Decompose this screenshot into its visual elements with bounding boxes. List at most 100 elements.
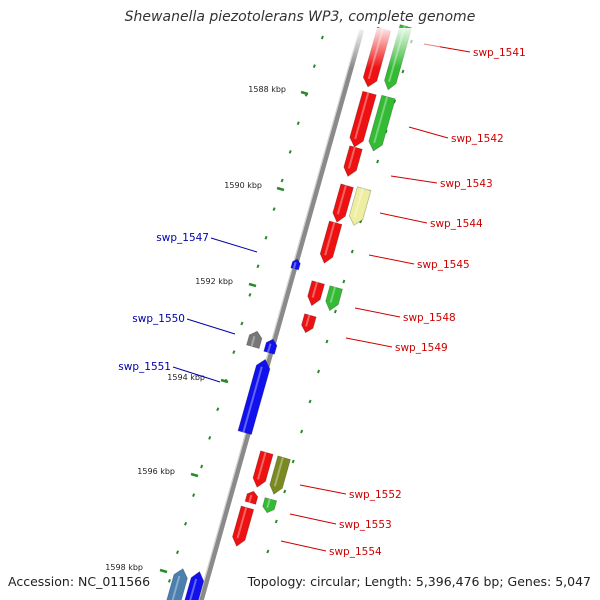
feature-red-shine: [324, 222, 336, 256]
feature-red: [307, 280, 325, 307]
feature-red: [301, 313, 317, 334]
feature-yellow: [348, 186, 372, 226]
genome-summary: Topology: circular; Length: 5,396,476 bp…: [247, 574, 591, 589]
forward-label-line: [390, 175, 438, 184]
feature-red: [252, 450, 274, 488]
feature-blue-shine: [267, 343, 272, 353]
right-scale-dot: [266, 549, 270, 554]
gene-labels: swp_1541 swp_1542 swp_1543 swp_1544 swp_1545…: [118, 47, 525, 558]
feature-red: [349, 90, 377, 148]
left-scale-dot: [288, 150, 292, 154]
map-title: Shewanella piezotolerans WP3, complete g…: [124, 9, 476, 25]
accession-text: Accession: NC_011566: [8, 574, 151, 589]
right-scale-dot: [333, 309, 337, 314]
feature-blue: [237, 358, 271, 435]
right-scale-dot: [325, 339, 329, 344]
feature-green: [262, 497, 278, 514]
feature-red-shine: [311, 281, 318, 298]
reverse-gene-label: swp_1547: [156, 232, 209, 244]
scale-label: 1598 kbp: [105, 563, 143, 572]
feature-blue: [184, 570, 205, 600]
forward-gene-label: swp_1543: [440, 178, 493, 190]
feature-olive-shine: [273, 457, 284, 487]
feature-red-shine: [305, 314, 311, 327]
feature-green-shine: [373, 96, 389, 144]
left-scale-dot: [167, 579, 171, 583]
left-scale-dot: [320, 35, 324, 40]
left-scale-dot: [312, 64, 316, 68]
forward-gene-label: swp_1545: [417, 259, 470, 271]
left-scale-dot: [192, 493, 196, 497]
forward-gene-label: swp_1552: [349, 489, 402, 501]
left-scale-dot: [248, 293, 252, 297]
reverse-gene-label: swp_1551: [118, 361, 171, 373]
feature-steelblue: [166, 568, 188, 600]
feature-red: [232, 505, 255, 547]
forward-label-line: [379, 212, 428, 224]
major-tick: [190, 472, 199, 478]
right-scale-dot: [350, 249, 354, 254]
feature-green-shine: [329, 286, 336, 303]
scale-label: 1596 kbp: [137, 467, 175, 476]
feature-gray-shine: [250, 336, 256, 347]
left-scale-dot: [175, 550, 180, 555]
major-tick: [248, 282, 257, 288]
left-scale-dot: [200, 464, 204, 469]
feature-blue-shine: [292, 262, 297, 269]
feature-olive: [269, 455, 291, 495]
left-scale-dot: [240, 321, 244, 326]
major-tick: [276, 186, 285, 192]
left-scale-dot: [272, 207, 276, 211]
feature-red-shine: [236, 507, 248, 539]
left-scale-dot: [184, 521, 188, 526]
right-scale-dot: [308, 399, 312, 404]
feature-gray: [246, 330, 263, 349]
backbone-line: [199, 29, 365, 600]
right-scale-dot: [342, 279, 346, 284]
left-scale-dot: [256, 264, 260, 269]
forward-gene-label: swp_1548: [403, 312, 456, 324]
feature-red-shine: [257, 452, 267, 480]
feature-red-shine: [347, 146, 356, 169]
label-lines: [172, 43, 471, 552]
feature-red-shine: [248, 494, 253, 503]
left-scale-dot: [296, 121, 300, 126]
forward-gene-label: swp_1554: [329, 546, 382, 558]
left-scale-dot: [216, 407, 220, 412]
reverse-label-line: [210, 237, 258, 253]
forward-label-line: [280, 540, 327, 552]
feature-red-shine: [354, 92, 370, 140]
scale-label: 1588 kbp: [248, 85, 286, 94]
forward-label-line: [408, 126, 449, 139]
reverse-label-line: [172, 366, 221, 383]
major-tick: [159, 568, 168, 574]
left-scale-dot: [264, 235, 268, 240]
genome-backbone: [198, 29, 365, 600]
backbone-highlight: [198, 29, 360, 600]
scale-ticks: 1588 kbp 1590 kbp 1592 kbp 1594 kbp 1596 kbp…: [105, 35, 413, 583]
left-scale-dot: [280, 178, 284, 183]
left-scale-dot: [208, 436, 212, 440]
major-tick: [300, 90, 309, 96]
feature-green: [368, 94, 396, 152]
forward-gene-label: swp_1549: [395, 342, 448, 354]
right-scale-dot: [283, 489, 287, 494]
feature-blue: [263, 338, 278, 355]
reverse-label-line: [186, 318, 236, 335]
forward-gene-label: swp_1542: [451, 133, 504, 145]
scale-label: 1594 kbp: [167, 373, 205, 382]
forward-label-line: [289, 513, 337, 525]
forward-label-line: [345, 337, 393, 348]
feature-red: [244, 490, 259, 505]
reverse-gene-label: swp_1550: [132, 313, 185, 325]
top-fade: [330, 28, 440, 68]
feature-blue: [290, 258, 301, 271]
feature-yellow-shine: [353, 188, 364, 218]
forward-label-line: [299, 484, 347, 495]
feature-blue-shine: [242, 366, 263, 433]
right-scale-dot: [376, 159, 380, 164]
right-scale-dot: [291, 459, 295, 464]
feature-green: [325, 285, 343, 312]
feature-red: [319, 220, 343, 264]
